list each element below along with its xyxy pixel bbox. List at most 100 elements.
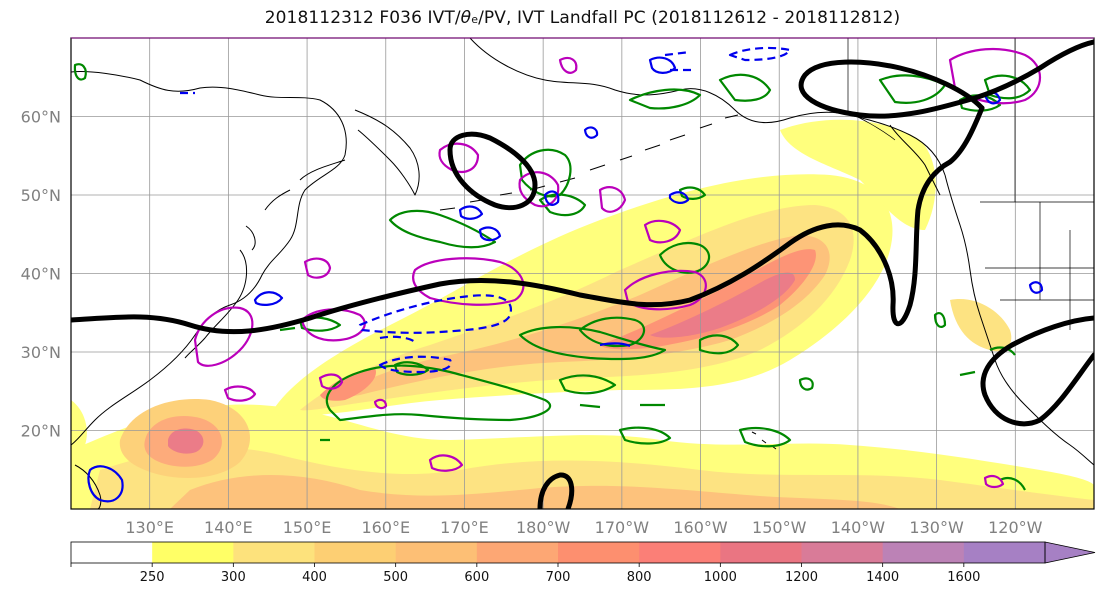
lat-label: 20°N: [21, 422, 61, 441]
theta-e-contour: [558, 374, 617, 395]
ivt-ar-inner: [330, 235, 830, 400]
colorbar-segment: [152, 542, 234, 563]
pv-contour-negative: [458, 205, 484, 220]
pv-contour-positive: [193, 306, 254, 367]
pv-contour-negative: [253, 291, 284, 306]
colorbar-segment: [395, 542, 478, 563]
colorbar-label: 250: [140, 570, 165, 585]
coast-bering: [469, 38, 946, 176]
map-plot-area: [70, 37, 1095, 510]
pv-contour-positive: [303, 257, 332, 279]
longitude-labels: 130°E 140°E 150°E 160°E 170°E 180°W 170°W 160°W…: [125, 518, 1042, 537]
lon-label: 160°W: [673, 518, 728, 537]
lat-label: 30°N: [21, 343, 61, 362]
coast-alaska-panhandle: [889, 124, 941, 196]
pv-contour-negative: [87, 465, 124, 503]
colorbar: 250 300 400 500 600 700 800 1000 1200 1400 1600: [70, 541, 1096, 585]
theta-e-contour: [73, 63, 87, 81]
theta-e-contour: [618, 426, 672, 445]
pv-contour-negative-dashed: [378, 355, 453, 374]
lon-label: 150°E: [283, 518, 332, 537]
lon-label: 160°E: [361, 518, 410, 537]
jet-us-cutoff: [980, 315, 1094, 427]
lon-label: 140°W: [831, 518, 886, 537]
lon-label: 130°W: [909, 518, 964, 537]
pv-contour-positive: [373, 398, 388, 410]
lon-label: 180°W: [516, 518, 571, 537]
jet-kamchatka-loop: [447, 131, 538, 211]
colorbar-label: 400: [302, 570, 327, 585]
pv-contour-positive: [438, 142, 480, 173]
ivt-typhoon-core: [168, 428, 204, 454]
pv-contour-negative-dashed: [358, 294, 513, 334]
theta-e-contour: [933, 311, 947, 329]
theta-e-contour: [279, 326, 330, 442]
pv-contour-positive: [558, 56, 578, 74]
pv-contour-negative-dashed: [728, 46, 792, 62]
coast-philippines: [74, 464, 102, 509]
colorbar-segment: [476, 542, 559, 563]
colorbar-segment: [720, 542, 802, 563]
coast-okhotsk: [264, 159, 346, 211]
jet-tropical-small: [537, 472, 575, 509]
pv-contours: [87, 46, 1044, 503]
lat-label: 60°N: [21, 108, 61, 127]
theta-e-contour: [678, 186, 707, 200]
colorbar-label: 500: [383, 570, 408, 585]
lon-label: 130°E: [125, 518, 174, 537]
lon-label: 120°W: [988, 518, 1043, 537]
colorbar-label: 1200: [785, 570, 818, 585]
lon-label: 140°E: [204, 518, 253, 537]
theta-e-contour: [393, 361, 430, 376]
coastlines: [71, 38, 1094, 509]
pv-contour-positive: [643, 219, 682, 244]
theta-e-contour: [658, 241, 711, 274]
pv-contour-positive: [428, 454, 464, 472]
coast-kamchatka: [354, 109, 420, 196]
ivt-ar-west-core: [320, 368, 376, 401]
latitude-labels: 60°N 50°N 40°N 30°N 20°N: [21, 108, 61, 441]
lat-label: 50°N: [21, 186, 61, 205]
pv-contour-positive: [223, 385, 257, 402]
colorbar-label: 1000: [704, 570, 737, 585]
theta-e-contour: [738, 426, 792, 448]
theta-e-contours: [73, 63, 1032, 491]
theta-e-contour: [388, 209, 497, 249]
pv-contour-positive: [983, 474, 1005, 489]
map-gridlines: [71, 38, 1094, 509]
jet-alaska-loop: [798, 39, 1094, 119]
theta-e-contour: [325, 364, 552, 422]
coast-north-america: [944, 174, 1094, 466]
pv-contour-positive: [623, 269, 707, 311]
pv-contour-positive: [598, 186, 627, 213]
colorbar-label: 600: [464, 570, 489, 585]
colorbar-segment: [233, 542, 315, 563]
pv-contour-positive: [412, 257, 525, 306]
colorbar-segment: [882, 542, 965, 563]
colorbar-segment: [71, 542, 153, 563]
pv-contour-positive: [300, 308, 366, 342]
colorbar-segment: [639, 542, 721, 563]
theta-e-contour: [628, 88, 702, 110]
pv-contour-negative: [648, 56, 677, 74]
colorbar-segment: [801, 542, 884, 563]
coast-japan: [184, 225, 256, 359]
map-title: 2018112312 F036 IVT/θe/PV, IVT Landfall …: [264, 8, 901, 28]
lon-label: 170°W: [595, 518, 650, 537]
pv-contour-negative: [543, 190, 560, 206]
coast-aleutians: [439, 114, 739, 211]
pv-contour-negative: [599, 342, 631, 348]
theta-e-contour: [698, 334, 740, 355]
pv-contour-positive: [948, 47, 1041, 105]
pv-contour-positive: [518, 171, 560, 208]
coast-asia: [71, 71, 347, 446]
ivt-sw-corner: [71, 400, 87, 450]
colorbar-label: 700: [546, 570, 571, 585]
colorbar-label: 1400: [866, 570, 899, 585]
ivt-bc-coast: [950, 299, 1012, 352]
lon-label: 170°E: [440, 518, 489, 537]
jet-main-contour: [71, 105, 985, 335]
pv-contour-negative: [668, 191, 690, 204]
ivt-band-tropical-core: [170, 475, 900, 509]
